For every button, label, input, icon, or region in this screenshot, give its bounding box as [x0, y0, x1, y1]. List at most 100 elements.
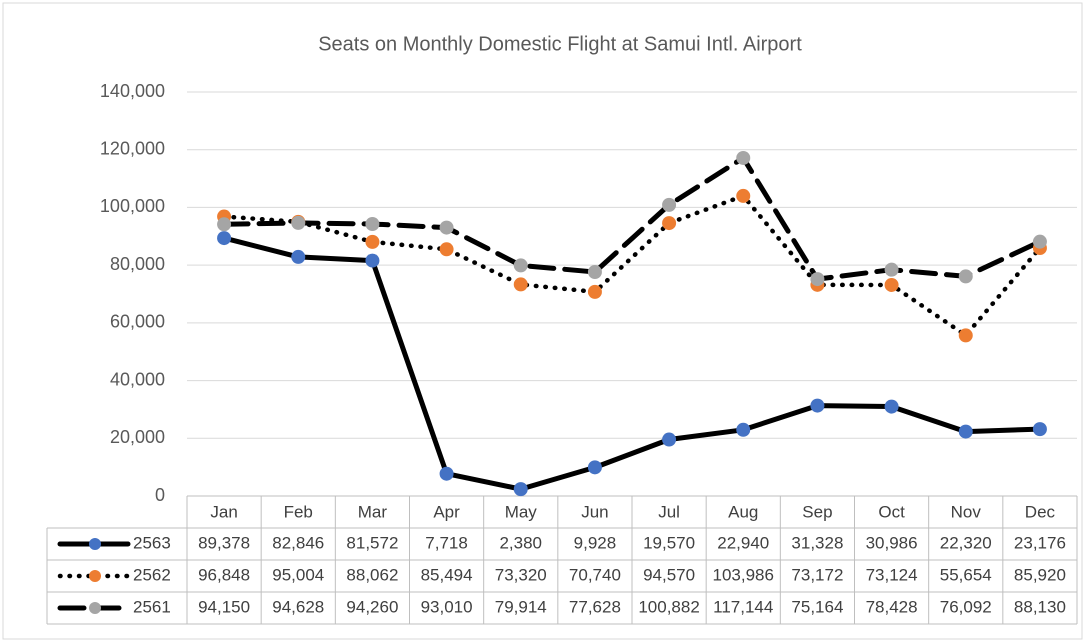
x-tick-label: Jun: [581, 502, 608, 521]
y-tick-label: 40,000: [110, 369, 165, 389]
table-cell: 94,570: [643, 565, 695, 584]
y-tick-label: 120,000: [100, 138, 165, 158]
table-cell: 7,718: [425, 533, 468, 552]
data-point: [958, 269, 973, 284]
table-cell: 22,940: [717, 533, 769, 552]
table-cell: 30,986: [866, 533, 918, 552]
table-cell: 82,846: [272, 533, 324, 552]
table-cell: 55,654: [940, 565, 992, 584]
legend-label: 2562: [133, 565, 171, 584]
data-point: [217, 231, 232, 246]
x-tick-label: Jan: [210, 502, 237, 521]
data-point: [513, 277, 528, 292]
data-point: [513, 258, 528, 273]
y-tick-label: 140,000: [100, 81, 165, 101]
x-tick-label: Nov: [951, 502, 982, 521]
table-cell: 94,628: [272, 597, 324, 616]
table-cell: 103,986: [713, 565, 774, 584]
data-point: [513, 482, 528, 497]
table-cell: 95,004: [272, 565, 324, 584]
table-cell: 73,124: [866, 565, 918, 584]
x-tick-label: Aug: [728, 502, 758, 521]
y-tick-label: 20,000: [110, 427, 165, 447]
legend-marker: [89, 602, 101, 614]
chart-title: Seats on Monthly Domestic Flight at Samu…: [318, 33, 802, 55]
data-point: [662, 216, 677, 231]
table-cell: 78,428: [866, 597, 918, 616]
x-tick-label: Oct: [878, 502, 905, 521]
data-point: [439, 466, 454, 481]
data-point: [662, 432, 677, 447]
legend-label: 2563: [133, 533, 171, 552]
table-cell: 22,320: [940, 533, 992, 552]
data-point: [958, 328, 973, 343]
table-cell: 70,740: [569, 565, 621, 584]
y-tick-label: 0: [155, 485, 165, 505]
data-point: [884, 262, 899, 277]
table-cell: 19,570: [643, 533, 695, 552]
series-line: [221, 155, 1043, 282]
data-point: [958, 424, 973, 439]
y-tick-label: 80,000: [110, 254, 165, 274]
table-cell: 31,328: [791, 533, 843, 552]
data-point: [365, 253, 380, 268]
table-cell: 79,914: [495, 597, 547, 616]
table-cell: 76,092: [940, 597, 992, 616]
data-point: [884, 399, 899, 414]
data-point: [291, 215, 306, 230]
data-point: [439, 242, 454, 257]
data-point: [291, 249, 306, 264]
data-point: [587, 460, 602, 475]
table-cell: 89,378: [198, 533, 250, 552]
table-cell: 23,176: [1014, 533, 1066, 552]
data-point: [365, 216, 380, 231]
y-tick-label: 60,000: [110, 312, 165, 332]
data-point: [217, 217, 232, 232]
table-cell: 73,320: [495, 565, 547, 584]
table-cell: 100,882: [638, 597, 699, 616]
data-point: [365, 234, 380, 249]
x-tick-label: Feb: [284, 502, 313, 521]
table-cell: 93,010: [421, 597, 473, 616]
table-cell: 73,172: [791, 565, 843, 584]
table-cell: 94,150: [198, 597, 250, 616]
table-cell: 2,380: [499, 533, 542, 552]
table-cell: 85,494: [421, 565, 473, 584]
legend-label: 2561: [133, 597, 171, 616]
legend-marker: [89, 570, 101, 582]
table-cell: 81,572: [346, 533, 398, 552]
x-tick-label: May: [505, 502, 538, 521]
x-tick-label: Sep: [802, 502, 832, 521]
table-cell: 94,260: [346, 597, 398, 616]
data-point: [810, 272, 825, 287]
data-point: [736, 150, 751, 165]
series-line: [221, 193, 1043, 338]
table-cell: 88,130: [1014, 597, 1066, 616]
table-cell: 85,920: [1014, 565, 1066, 584]
data-point: [587, 284, 602, 299]
table-cell: 88,062: [346, 565, 398, 584]
x-tick-label: Apr: [433, 502, 460, 521]
data-point: [439, 220, 454, 235]
data-point: [1032, 234, 1047, 249]
data-point: [884, 277, 899, 292]
table-cell: 96,848: [198, 565, 250, 584]
table-cell: 9,928: [574, 533, 617, 552]
data-point: [662, 197, 677, 212]
series-line: [221, 235, 1043, 492]
x-tick-label: Dec: [1025, 502, 1056, 521]
table-cell: 75,164: [791, 597, 843, 616]
data-point: [736, 422, 751, 437]
x-tick-label: Mar: [358, 502, 388, 521]
data-point: [736, 188, 751, 203]
data-point: [810, 398, 825, 413]
data-point: [1032, 422, 1047, 437]
x-tick-label: Jul: [658, 502, 680, 521]
table-cell: 117,144: [713, 597, 773, 616]
y-tick-label: 100,000: [100, 196, 165, 216]
legend-marker: [89, 538, 101, 550]
table-cell: 77,628: [569, 597, 621, 616]
data-point: [587, 264, 602, 279]
